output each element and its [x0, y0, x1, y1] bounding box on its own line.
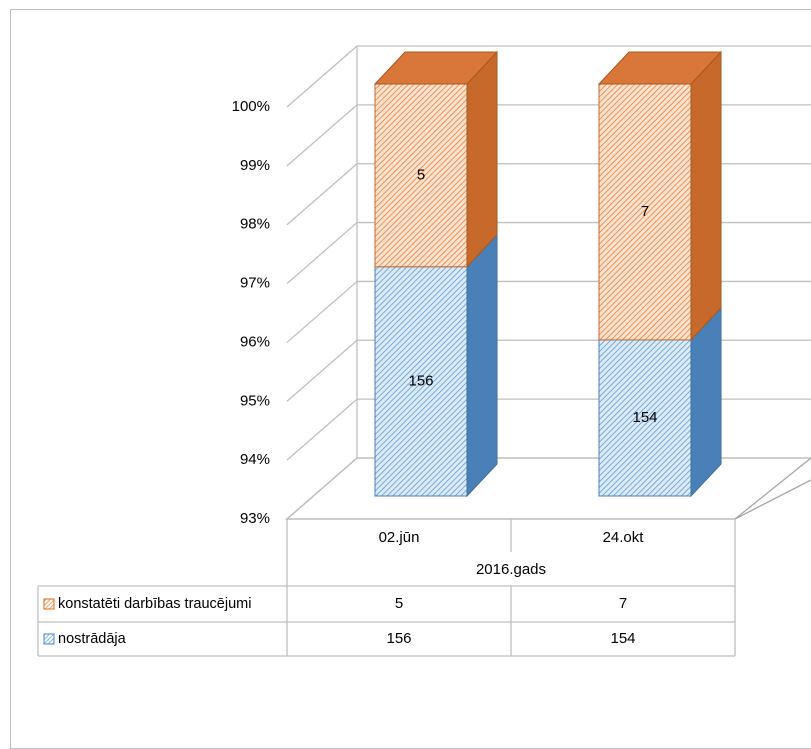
bar-top-traucejumi — [373, 51, 499, 85]
y-tick-label: 96% — [240, 333, 270, 350]
bar-side-traucejumi — [466, 50, 498, 269]
data-label-traucejumi: 5 — [417, 166, 425, 183]
y-axis-ticks: 93% 94% 95% 96% 97% 98% 99% 100% — [232, 98, 270, 527]
bar-segment-traucejumi — [374, 83, 468, 268]
legend-label: konstatēti darbības traucējumi — [58, 596, 251, 612]
gridline-diagonal — [286, 222, 358, 285]
y-tick-label: 95% — [240, 392, 270, 409]
floor-right-edge — [734, 479, 811, 520]
gridline-diagonal — [286, 339, 358, 402]
chart-walls — [285, 46, 811, 520]
table-cell: 5 — [395, 595, 403, 612]
legend-key — [43, 633, 55, 645]
y-tick-label: 100% — [232, 98, 270, 115]
bar-segment-traucejumi — [598, 83, 692, 341]
category-label: 02.jūn — [379, 529, 420, 546]
y-tick-label: 94% — [240, 451, 270, 468]
gridline-diagonal — [286, 45, 358, 108]
legend-label: nostrādāja — [58, 631, 127, 647]
y-tick-label: 97% — [240, 275, 270, 292]
data-table: 02.jūn 24.okt 2016.gads konstatēti darbības… — [37, 518, 736, 657]
bar-top-traucejumi — [597, 51, 723, 85]
gridline-diagonal — [286, 398, 358, 461]
table-cell: 154 — [610, 630, 635, 647]
table-cell: 7 — [619, 595, 627, 612]
data-label-nostradaja: 154 — [632, 409, 657, 426]
category-group-label: 2016.gads — [476, 561, 546, 578]
gridline-diagonal — [286, 280, 358, 343]
bar-segment-nostradaja — [374, 266, 468, 497]
stacked-bar-chart: 93% 94% 95% 96% 97% 98% 99% 100% 156 5 154 7 02.jū… — [37, 45, 811, 657]
table-cell: 156 — [386, 630, 411, 647]
category-label: 24.okt — [603, 529, 645, 546]
y-tick-label: 99% — [240, 157, 270, 174]
floor — [285, 457, 811, 520]
legend-key — [43, 598, 55, 610]
bar-segment-nostradaja — [598, 339, 692, 497]
bar-side-nostradaja — [690, 306, 722, 498]
y-tick-label: 93% — [240, 510, 270, 527]
bar-side-nostradaja — [466, 233, 498, 498]
bars: 156 5 154 7 — [373, 50, 723, 498]
bar-side-traucejumi — [690, 50, 722, 342]
gridline-diagonal — [286, 163, 358, 226]
data-label-nostradaja: 156 — [408, 372, 433, 389]
gridline-diagonal — [286, 457, 358, 520]
y-tick-label: 98% — [240, 216, 270, 233]
data-label-traucejumi: 7 — [641, 203, 649, 220]
gridline-diagonal — [286, 104, 358, 167]
gridlines — [286, 45, 811, 520]
